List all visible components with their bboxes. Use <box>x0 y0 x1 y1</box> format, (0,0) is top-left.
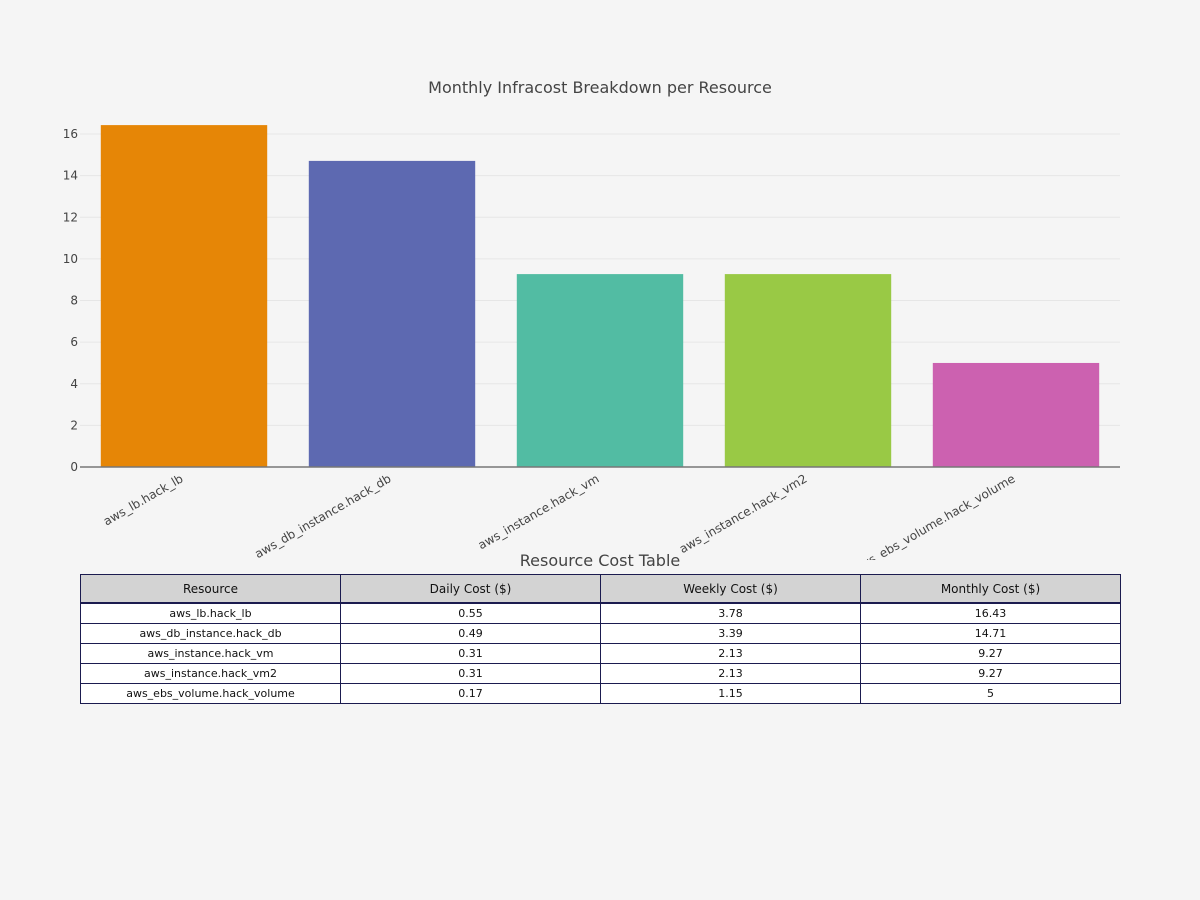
cell-weekly-cost: 3.39 <box>600 623 861 644</box>
table-row: aws_instance.hack_vm 0.31 2.13 9.27 <box>80 643 1121 664</box>
header-monthly-cost: Monthly Cost ($) <box>860 574 1121 604</box>
table-row: aws_db_instance.hack_db 0.49 3.39 14.71 <box>80 623 1121 644</box>
header-weekly-cost: Weekly Cost ($) <box>600 574 861 604</box>
table-row: aws_ebs_volume.hack_volume 0.17 1.15 5 <box>80 683 1121 704</box>
cell-resource: aws_instance.hack_vm2 <box>80 663 341 684</box>
cell-monthly-cost: 5 <box>860 683 1121 704</box>
cell-daily-cost: 0.49 <box>340 623 601 644</box>
cell-weekly-cost: 3.78 <box>600 602 861 624</box>
cell-monthly-cost: 16.43 <box>860 602 1121 624</box>
y-axis-ticks: 0 2 4 6 8 10 12 14 16 <box>63 127 78 474</box>
cell-weekly-cost: 2.13 <box>600 643 861 664</box>
y-tick-label: 12 <box>63 210 78 224</box>
y-tick-label: 4 <box>70 377 78 391</box>
x-tick-label: aws_instance.hack_vm2 <box>677 471 810 556</box>
bar[interactable] <box>932 362 1100 467</box>
header-daily-cost: Daily Cost ($) <box>340 574 601 604</box>
table-row: aws_lb.hack_lb 0.55 3.78 16.43 <box>80 602 1121 624</box>
cell-daily-cost: 0.31 <box>340 663 601 684</box>
bar[interactable] <box>100 125 268 467</box>
cell-resource: aws_lb.hack_lb <box>80 602 341 624</box>
cell-weekly-cost: 1.15 <box>600 683 861 704</box>
cell-daily-cost: 0.17 <box>340 683 601 704</box>
cell-monthly-cost: 14.71 <box>860 623 1121 644</box>
x-tick-label: aws_instance.hack_vm <box>476 471 602 552</box>
table-header-row: Resource Daily Cost ($) Weekly Cost ($) … <box>80 574 1121 604</box>
y-tick-label: 0 <box>70 460 78 474</box>
cell-monthly-cost: 9.27 <box>860 663 1121 684</box>
table-title: Resource Cost Table <box>519 551 681 570</box>
resource-cost-table: Resource Daily Cost ($) Weekly Cost ($) … <box>80 574 1121 704</box>
y-tick-label: 8 <box>70 294 78 308</box>
x-tick-label: aws_ebs_volume.hack_volume <box>851 471 1017 560</box>
chart-title: Monthly Infracost Breakdown per Resource <box>428 78 772 97</box>
y-tick-label: 14 <box>63 169 78 183</box>
cell-resource: aws_db_instance.hack_db <box>80 623 341 644</box>
bars <box>100 125 1100 468</box>
cell-daily-cost: 0.55 <box>340 602 601 624</box>
x-tick-label: aws_db_instance.hack_db <box>252 471 393 560</box>
cell-resource: aws_ebs_volume.hack_volume <box>80 683 341 704</box>
y-tick-label: 6 <box>70 335 78 349</box>
bar-chart: Monthly Infracost Breakdown per Resource… <box>63 78 1120 560</box>
cell-weekly-cost: 2.13 <box>600 663 861 684</box>
y-tick-label: 16 <box>63 127 78 141</box>
x-axis-ticks: aws_lb.hack_lb aws_db_instance.hack_db aws… <box>101 471 1018 560</box>
cell-resource: aws_instance.hack_vm <box>80 643 341 664</box>
bar[interactable] <box>308 160 476 468</box>
y-tick-label: 2 <box>70 418 78 432</box>
header-resource: Resource <box>80 574 341 604</box>
bar[interactable] <box>724 274 892 467</box>
y-tick-label: 10 <box>63 252 78 266</box>
cell-monthly-cost: 9.27 <box>860 643 1121 664</box>
cell-daily-cost: 0.31 <box>340 643 601 664</box>
x-tick-label: aws_lb.hack_lb <box>101 471 186 528</box>
table-row: aws_instance.hack_vm2 0.31 2.13 9.27 <box>80 663 1121 684</box>
bar[interactable] <box>516 274 684 467</box>
